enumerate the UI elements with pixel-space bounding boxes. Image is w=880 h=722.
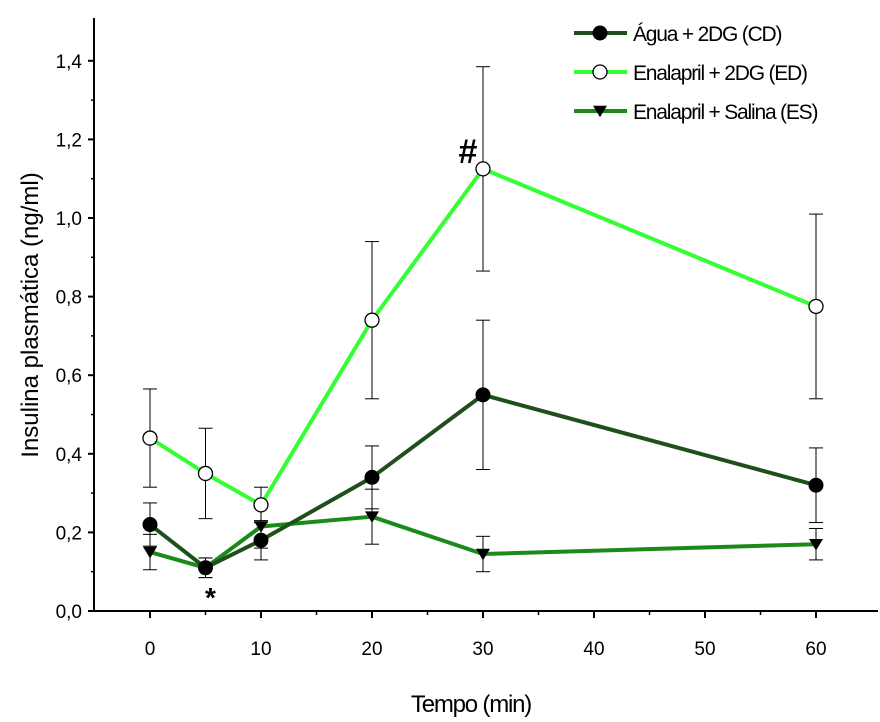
series-2	[143, 488, 823, 579]
legend-label: Enalapril + Salina (ES)	[633, 101, 817, 124]
series-1	[142, 66, 824, 524]
legend-marker	[592, 25, 608, 41]
axes: 0,0 0,2 0,4 0,6 0,8 1,0 1,2 1,4 0 10 20 30 40 50 60	[56, 18, 878, 660]
legend-marker	[592, 64, 608, 80]
y-tick-label: 1,2	[56, 130, 82, 151]
y-tick-label: 0,6	[56, 366, 82, 387]
y-tick-label: 0,4	[56, 445, 83, 466]
annotation-hash: #	[459, 133, 478, 171]
x-tick-label: 30	[472, 639, 493, 660]
data-point	[476, 548, 490, 561]
legend-label: Enalapril + 2DG (ED)	[633, 62, 807, 85]
series-line	[149, 514, 817, 570]
data-point	[253, 532, 269, 548]
x-tick-label: 40	[583, 639, 604, 660]
y-tick-label: 1,0	[56, 209, 82, 230]
y-axis-title: Insulina plasmática (ng/ml)	[17, 172, 44, 457]
x-tick-label: 0	[145, 639, 156, 660]
data-point	[198, 560, 213, 576]
series-0	[142, 319, 824, 579]
series-line	[148, 166, 817, 507]
data-point	[364, 312, 380, 328]
legend-label: Água + 2DG (CD)	[633, 23, 782, 46]
data-point	[475, 387, 491, 403]
y-tick-label: 0,8	[56, 288, 82, 309]
data-point	[475, 161, 491, 177]
data-point	[197, 465, 214, 482]
annotations: *#	[205, 133, 477, 613]
y-tick-label: 1,4	[56, 52, 83, 73]
data-point	[365, 511, 379, 523]
series-layer	[142, 66, 824, 579]
x-tick-label: 50	[694, 639, 715, 660]
x-tick-label: 60	[805, 639, 826, 660]
data-point	[143, 546, 157, 559]
data-point	[809, 538, 823, 551]
data-point	[142, 517, 158, 533]
y-tick-label: 0,0	[56, 602, 82, 623]
annotation-asterisk: *	[205, 582, 216, 613]
x-tick-label: 20	[361, 639, 382, 660]
x-tick-label: 10	[250, 639, 271, 660]
y-tick-label: 0,2	[56, 523, 82, 544]
series-line	[148, 392, 817, 570]
data-point	[364, 469, 380, 485]
legend-marker	[593, 105, 607, 118]
data-point	[808, 298, 824, 315]
data-point	[253, 497, 269, 513]
legend: Água + 2DG (CD) Enalapril + 2DG (ED) Enala…	[574, 23, 819, 124]
data-point	[142, 430, 158, 446]
data-point	[808, 477, 824, 493]
x-axis-title: Tempo (min)	[411, 691, 531, 718]
